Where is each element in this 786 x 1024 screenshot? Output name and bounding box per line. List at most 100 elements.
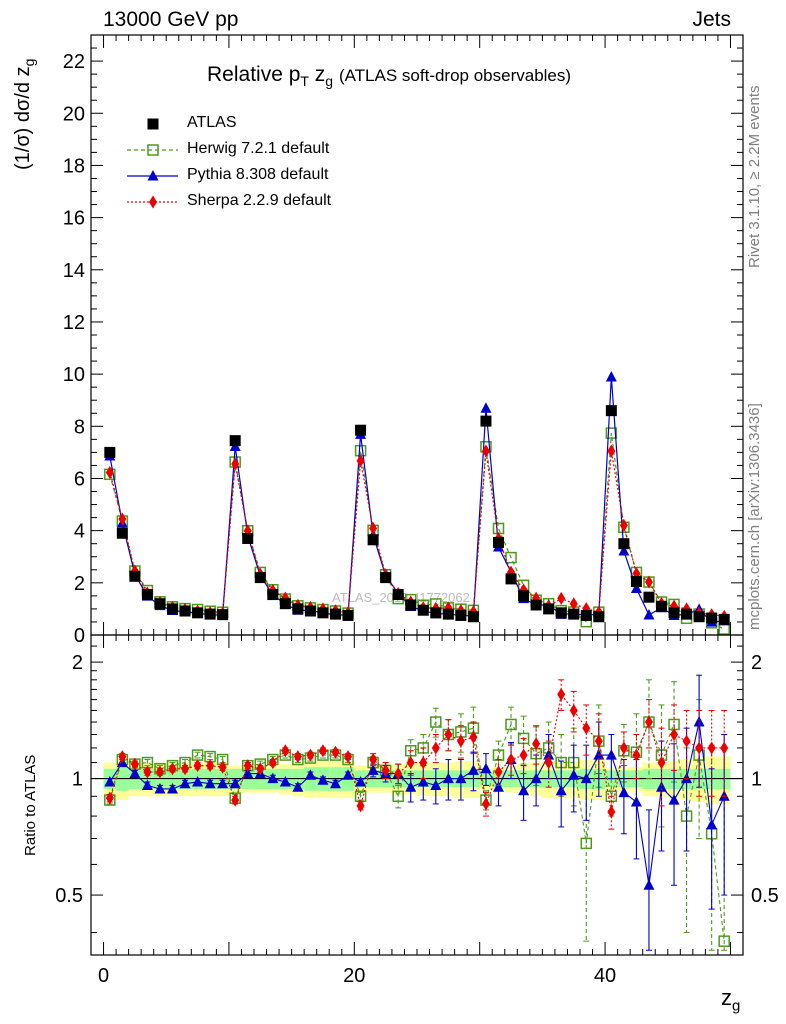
ratio-point [381,763,390,777]
data-point [643,591,655,603]
ratio-point [281,744,290,758]
ratio-y-tick-label-right: 0.5 [751,885,779,907]
ratio-point [582,721,591,735]
legend-marker [147,170,159,181]
y-tick-label: 20 [63,103,85,125]
ratio-point [405,781,417,792]
data-point [330,608,341,620]
main-series [104,371,730,635]
ratio-point [181,762,190,776]
ratio-point [168,762,177,776]
x-tick-label: 0 [98,965,109,987]
legend-label-pythia: Pythia 8.308 default [187,166,329,183]
ratio-point [682,734,691,748]
data-point [605,371,617,382]
ratio-point [467,764,479,775]
y-tick-label: 2 [74,573,85,595]
data-point [518,590,530,602]
ratio-point [643,879,655,890]
y-tick-label: 14 [63,260,85,282]
ratio-point [344,750,353,764]
data-point [681,608,693,620]
y-tick-label: 10 [63,364,85,386]
ratio-point [580,837,593,850]
data-point [104,446,116,458]
y-tick-label: 18 [63,155,85,177]
series-2 [105,444,729,623]
data-point [229,435,241,447]
ratio-point [656,781,667,792]
ratio-series-0 [104,679,730,951]
data-point [505,573,517,585]
data-point [569,597,578,611]
ratio-point [505,718,517,731]
data-point [369,521,378,535]
ratio-point [580,772,592,784]
ratio-y-tick-label: 0.5 [55,885,83,907]
ratio-point [143,765,152,779]
ratio-point [618,786,630,798]
x-axis-label: zg [721,985,741,1015]
legend-marker [147,144,159,156]
ratio-point [555,784,567,796]
ratio-point [206,759,215,773]
ratio-point [369,753,378,767]
ratio-y-tick-label: 2 [72,652,83,674]
y-tick-label: 22 [63,51,85,73]
ratio-point [630,795,642,807]
legend-marker [147,118,159,130]
data-point [557,591,566,605]
data-point [607,444,616,458]
data-point [105,465,114,479]
ratio-point [444,727,453,741]
ratio-point [493,781,504,792]
data-point [304,605,316,617]
series-line [109,433,725,630]
data-point [167,603,178,615]
ratio-point [317,774,329,785]
data-point [643,608,655,620]
data-point [555,607,567,619]
ratio-point [706,818,718,830]
legend-label-sherpa: Sherpa 2.2.9 default [187,192,332,209]
main-plot-frame [90,34,744,636]
ratio-point [532,737,541,751]
ratio-point [306,748,315,762]
x-tick-label: 40 [594,965,616,987]
data-point [568,608,580,620]
data-point [292,603,304,615]
ratio-y-tick-label: 1 [72,769,83,791]
data-point [392,589,404,601]
ratio-point [644,715,653,729]
data-point [355,424,367,436]
ratio-point [167,782,178,794]
ratio-point [568,769,580,780]
y-tick-label: 0 [74,625,85,647]
data-point [618,545,630,556]
data-point [129,570,141,582]
ratio-point [105,791,114,805]
y-tick-label: 4 [74,521,85,543]
ratio-point [530,772,542,784]
legend-markers [127,118,178,209]
data-point [605,405,617,417]
data-point [356,454,365,468]
ratio-point [417,775,429,787]
ratio-point [155,765,164,779]
y-tick-label: 12 [63,312,85,334]
ratio-point [594,734,603,748]
ratio-point [141,779,153,790]
data-point [118,512,127,526]
ratio-point [267,772,279,784]
ratio-point [292,781,304,792]
ratio-point [256,762,265,776]
series-0 [104,427,730,635]
ratio-point [367,764,379,775]
ratio-point [481,797,490,811]
ratio-point [179,777,191,789]
series-1 [104,371,730,627]
ratio-series-line [109,720,725,942]
data-point [442,608,454,620]
